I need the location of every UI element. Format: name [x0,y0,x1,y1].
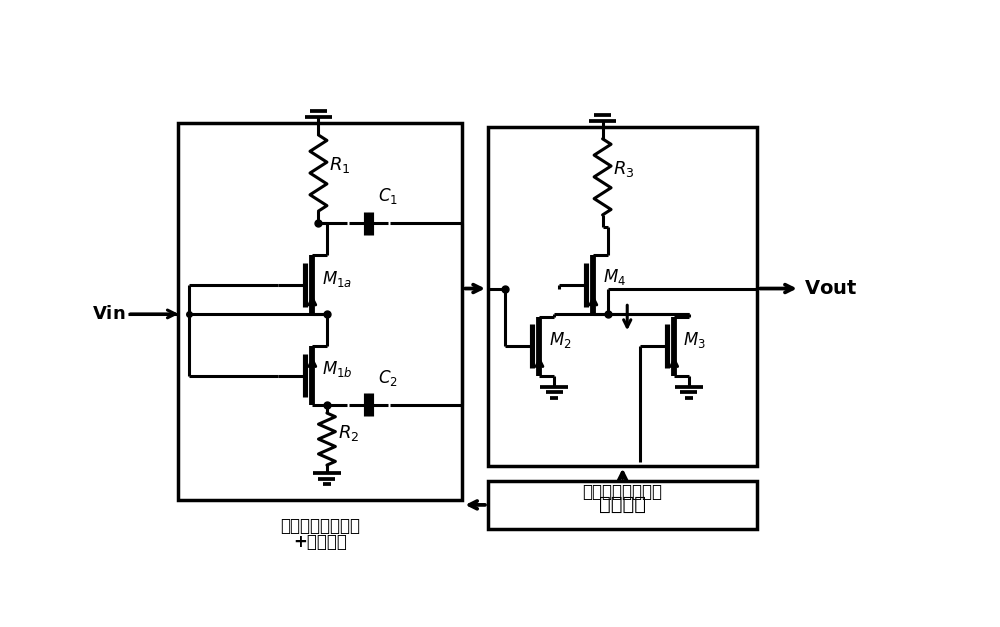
Text: $M_4$: $M_4$ [603,267,626,287]
Text: $R_3$: $R_3$ [613,159,635,179]
Text: $M_{1a}$: $M_{1a}$ [322,268,352,288]
Text: $M_2$: $M_2$ [549,330,571,350]
Bar [178,123,462,500]
Text: $C_1$: $C_1$ [378,186,398,206]
Text: 第二级：噪声抵消: 第二级：噪声抵消 [583,483,663,500]
Text: $R_2$: $R_2$ [338,423,359,443]
Text: 偏置电路: 偏置电路 [599,495,646,514]
Text: $\mathbf{Vin}$: $\mathbf{Vin}$ [92,305,126,323]
Text: +输入匹配: +输入匹配 [293,532,347,551]
Bar [488,481,757,529]
Text: $\mathbf{Vout}$: $\mathbf{Vout}$ [804,279,857,298]
Text: $C_2$: $C_2$ [378,368,398,388]
Text: 第一级：失真抵消: 第一级：失真抵消 [280,517,360,535]
Text: $M_3$: $M_3$ [683,330,706,350]
Bar [488,127,757,466]
Text: $M_{1b}$: $M_{1b}$ [322,359,352,379]
Text: $R_1$: $R_1$ [329,155,351,176]
